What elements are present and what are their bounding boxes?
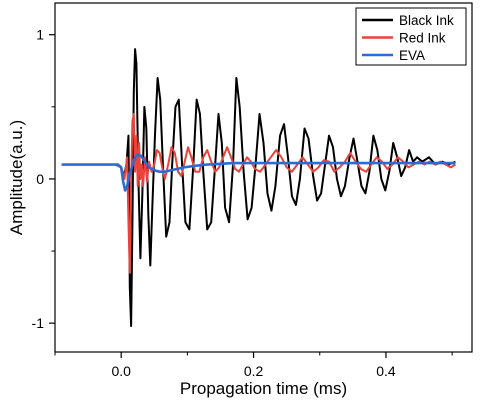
- series-line-black-ink: [61, 48, 456, 328]
- y-axis: -1 0 1: [32, 27, 55, 331]
- y-axis-title: Amplitude(a.u.): [7, 120, 26, 235]
- y-tick-label: -1: [32, 315, 45, 331]
- x-tick-label: 0.0: [111, 363, 131, 379]
- x-axis: 0.0 0.2 0.4: [54, 352, 453, 379]
- y-tick-label: 1: [36, 27, 44, 43]
- legend-label-eva: EVA: [399, 48, 425, 63]
- legend: Black Ink Red Ink EVA: [355, 7, 467, 66]
- x-tick-label: 0.4: [376, 363, 396, 379]
- x-tick-label: 0.2: [244, 363, 264, 379]
- x-axis-title: Propagation time (ms): [180, 379, 347, 398]
- plot-frame: [54, 2, 473, 353]
- series-layer: [61, 48, 456, 328]
- y-tick-label: 0: [36, 171, 44, 187]
- series-line-eva: [61, 153, 456, 192]
- legend-label-red-ink: Red Ink: [399, 31, 446, 46]
- series-line-red-ink: [61, 113, 456, 274]
- legend-label-black-ink: Black Ink: [399, 13, 454, 28]
- plot-area: [61, 48, 456, 328]
